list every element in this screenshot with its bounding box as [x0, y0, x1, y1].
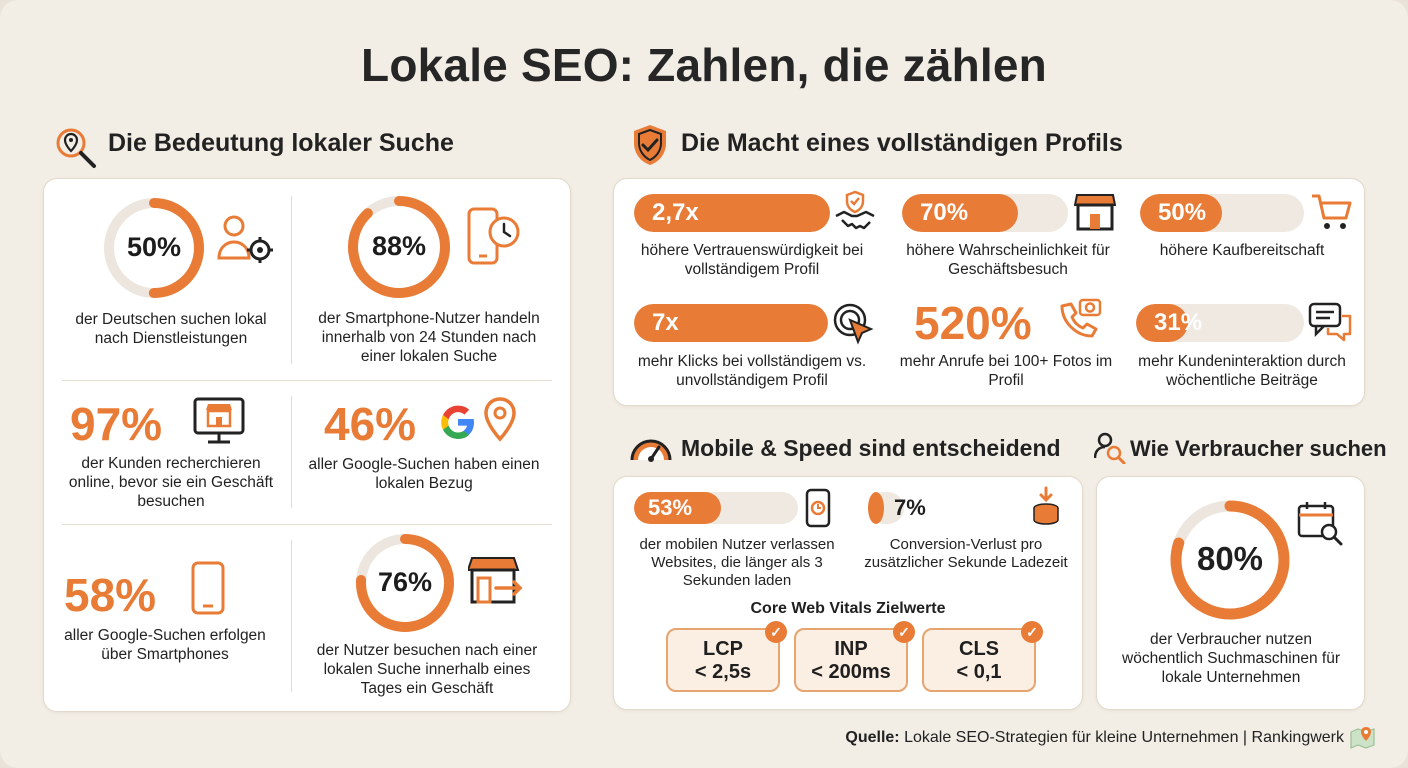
- divider: [62, 524, 552, 525]
- calendar-search-icon: [1296, 500, 1344, 546]
- stat-text: der Verbraucher nutzen wöchentlich Suchm…: [1122, 631, 1340, 686]
- divider: [291, 396, 292, 508]
- stat-text: aller Google-Suchen haben einen lokalen …: [308, 456, 540, 492]
- ring-chart-80: [1168, 498, 1292, 622]
- stat-bar-fill: 53%: [634, 492, 721, 524]
- stat-bar: 50%: [1140, 194, 1304, 232]
- section-heading-consumers: Wie Verbraucher suchen: [1130, 436, 1387, 461]
- chat-bubbles-icon: [1308, 302, 1352, 342]
- smartphone-timer-icon: [804, 488, 832, 528]
- cwv-metric-name: CLS: [959, 638, 999, 660]
- phone-camera-icon: [1056, 296, 1102, 342]
- ring-chart-50: [102, 196, 206, 300]
- stat-value: 50%: [126, 232, 182, 262]
- divider: [291, 540, 292, 692]
- stat-bar: 7x: [634, 304, 828, 342]
- source-text: Lokale SEO-Strategien für kleine Unterne…: [904, 729, 1344, 746]
- ring-chart-76: [354, 532, 456, 634]
- cwv-cls-box: CLS < 0,1: [922, 628, 1036, 692]
- stat-text: der Kunden recherchieren online, bevor s…: [68, 455, 274, 510]
- source-label: Quelle:: [845, 729, 900, 746]
- cursor-click-icon: [832, 302, 876, 346]
- stat-value: 70%: [920, 199, 969, 226]
- cwv-lcp-box: LCP < 2,5s: [666, 628, 780, 692]
- stat-value: 31%: [1154, 309, 1203, 336]
- stat-bar: 53%: [634, 492, 798, 524]
- shopping-cart-icon: [1310, 192, 1352, 232]
- section-heading-local-search: Die Bedeutung lokaler Suche: [108, 129, 454, 157]
- stat-text: der Deutschen suchen lokal nach Dienstle…: [75, 311, 267, 347]
- stat-value: 2,7x: [652, 199, 699, 226]
- stat-text: der Smartphone-Nutzer handeln innerhalb …: [318, 310, 540, 365]
- section-heading-mobile-speed: Mobile & Speed sind entscheidend: [681, 435, 1061, 461]
- stat-text: mehr Anrufe bei 100+ Fotos im Profil: [899, 353, 1113, 389]
- cwv-title: Core Web Vitals Zielwerte: [750, 600, 946, 617]
- divider: [62, 380, 552, 381]
- storefront-icon: [1073, 192, 1117, 232]
- stat-text: aller Google-Suchen erfolgen über Smartp…: [64, 627, 266, 663]
- stat-value: 58%: [64, 569, 157, 621]
- stat-value: 7%: [894, 495, 926, 520]
- speedometer-icon: [628, 430, 674, 464]
- stat-text: mehr Kundeninteraktion durch wöchentlich…: [1138, 353, 1346, 389]
- smartphone-clock-icon: [466, 206, 522, 266]
- handshake-shield-icon: [834, 190, 876, 232]
- smartphone-icon: [190, 560, 226, 616]
- ring-chart-88: [346, 194, 452, 300]
- stat-bar-fill: 7x: [634, 304, 828, 342]
- stat-text: mehr Klicks bei vollständigem vs. unvoll…: [637, 353, 867, 389]
- stat-value: 50%: [1158, 199, 1207, 226]
- local-search-card: [43, 178, 571, 712]
- source-line: Quelle: Lokale SEO-Strategien für kleine…: [845, 729, 1344, 747]
- cwv-metric-target: < 200ms: [811, 661, 891, 683]
- check-icon: ✓: [893, 621, 915, 643]
- section-heading-profile: Die Macht eines vollständigen Profils: [681, 129, 1123, 157]
- stat-text: der Nutzer besuchen nach einer lokalen S…: [316, 642, 538, 697]
- stat-text: höhere Wahrscheinlichkeit für Geschäftsb…: [906, 242, 1110, 278]
- conversion-loss-bar: [868, 492, 904, 524]
- check-icon: ✓: [765, 621, 787, 643]
- monitor-store-icon: [192, 396, 246, 446]
- map-pin-icon: [482, 396, 518, 442]
- stat-value: 46%: [324, 398, 417, 450]
- location-search-icon: [52, 124, 98, 170]
- cwv-inp-box: INP < 200ms: [794, 628, 908, 692]
- stat-value: 80%: [1196, 540, 1264, 577]
- coins-down-icon: [1028, 486, 1064, 528]
- stat-value: 520%: [914, 297, 1032, 349]
- stat-bar: 2,7x: [634, 194, 830, 232]
- stat-value: 53%: [648, 495, 693, 520]
- stat-bar: 70%: [902, 194, 1068, 232]
- stat-bar-fill: 50%: [1140, 194, 1222, 232]
- cwv-metric-name: INP: [834, 638, 868, 660]
- stat-bar-fill: 31%: [1136, 304, 1202, 342]
- divider: [291, 196, 292, 364]
- stat-value: 7x: [652, 309, 679, 336]
- map-logo-icon: [1350, 724, 1376, 750]
- stat-bar-fill: 70%: [902, 194, 1019, 232]
- check-icon: ✓: [1021, 621, 1043, 643]
- stat-text: höhere Kaufbereitschaft: [1159, 242, 1325, 259]
- page-title: Lokale SEO: Zahlen, die zählen: [361, 39, 1047, 91]
- shield-check-icon: [630, 122, 670, 168]
- stat-bar-fill: 2,7x: [634, 194, 830, 232]
- person-gear-icon: [216, 214, 276, 266]
- stat-text: der mobilen Nutzer verlassen Websites, d…: [639, 536, 835, 589]
- store-arrow-icon: [466, 554, 528, 608]
- cwv-metric-name: LCP: [703, 638, 743, 660]
- stat-value: 88%: [371, 231, 427, 261]
- stat-bar: 31%: [1136, 304, 1304, 342]
- user-search-icon: [1093, 432, 1126, 465]
- cwv-metric-target: < 0,1: [956, 661, 1002, 683]
- stat-value: 97%: [70, 398, 163, 450]
- stat-text: Conversion-Verlust pro zusätzlicher Seku…: [864, 536, 1068, 571]
- google-g-icon: [438, 402, 478, 442]
- stat-value: 76%: [377, 567, 433, 597]
- stat-text: höhere Vertrauenswürdigkeit bei vollstän…: [640, 242, 864, 278]
- cwv-metric-target: < 2,5s: [694, 661, 752, 683]
